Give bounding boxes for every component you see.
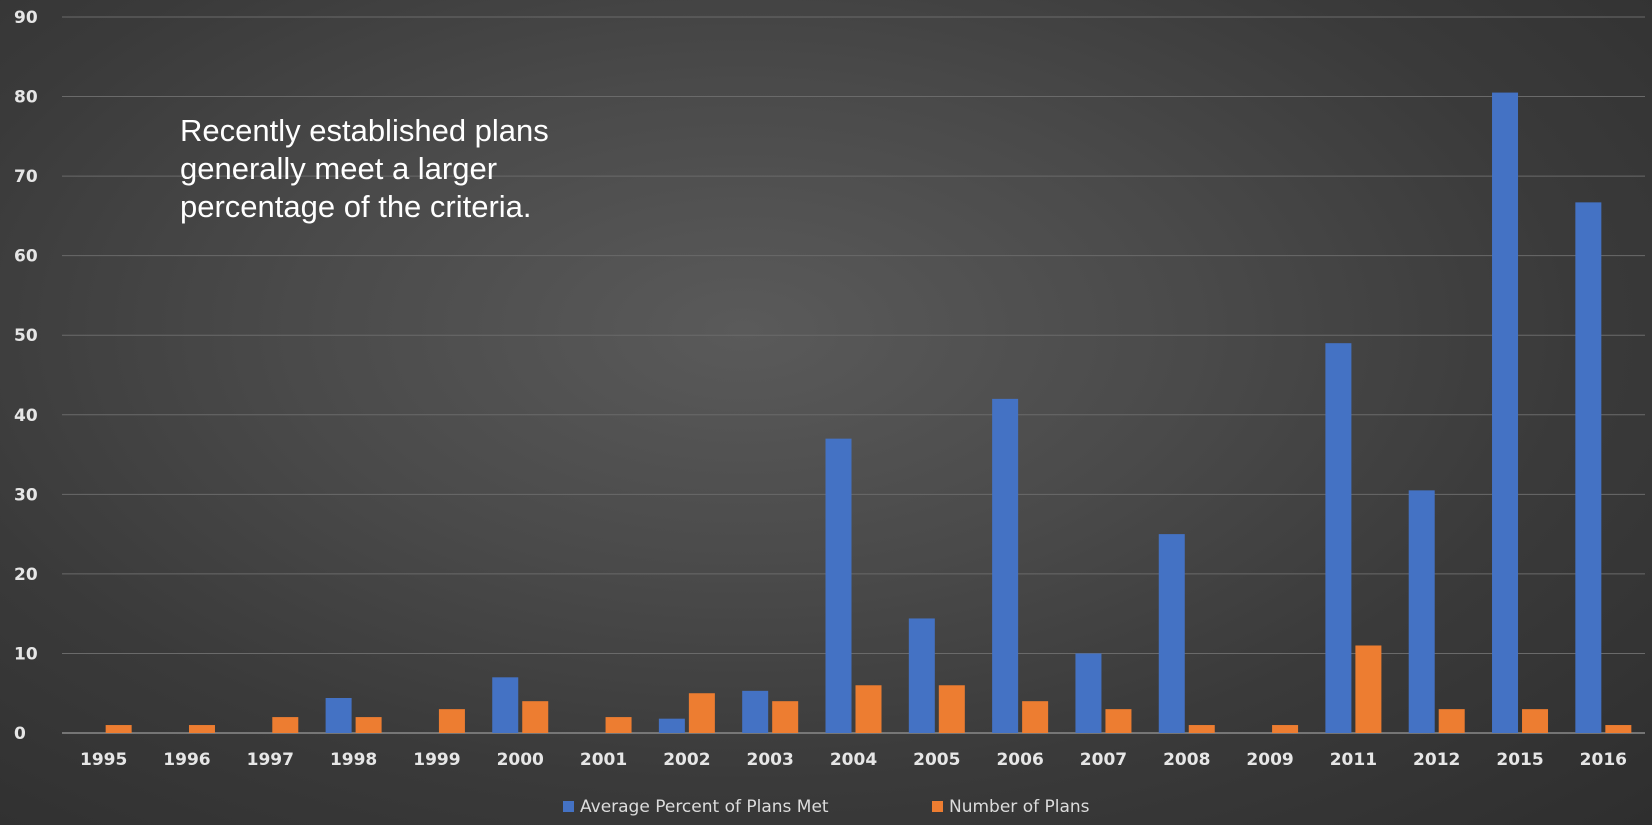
bar-average-percent	[1575, 202, 1602, 733]
x-axis-ticks: 1995 1996 1997 1998 1999 2000 2001 2002 2003 2004…	[80, 750, 1627, 770]
bar-average-percent	[1158, 534, 1185, 733]
bar-number-of-plans	[1438, 709, 1465, 733]
x-tick-label: 2000	[497, 750, 544, 770]
bar-number-of-plans	[188, 725, 215, 733]
x-tick-label: 2009	[1246, 750, 1293, 770]
x-tick-label: 2006	[996, 750, 1043, 770]
y-axis-ticks: 0 10 20 30 40 50 60 70 80 90	[14, 8, 38, 744]
x-tick-label: 1997	[247, 750, 294, 770]
x-tick-label: 2007	[1080, 750, 1127, 770]
legend-label: Number of Plans	[949, 797, 1090, 817]
bar-number-of-plans	[1272, 725, 1299, 733]
bar-average-percent	[1492, 92, 1519, 734]
bar-number-of-plans	[855, 685, 882, 733]
x-tick-label: 2008	[1163, 750, 1210, 770]
bar-average-percent	[1325, 343, 1352, 733]
x-tick-label: 2003	[747, 750, 794, 770]
x-tick-label: 1998	[330, 750, 377, 770]
legend-swatch	[932, 801, 943, 812]
x-tick-label: 1996	[163, 750, 210, 770]
x-tick-label: 2015	[1496, 750, 1543, 770]
y-tick-label: 50	[14, 326, 38, 346]
bar-number-of-plans	[1355, 645, 1382, 733]
y-tick-label: 10	[14, 644, 38, 664]
bar-number-of-plans	[355, 717, 382, 733]
gridlines	[62, 16, 1645, 734]
bar-number-of-plans	[772, 701, 799, 733]
y-tick-label: 20	[14, 565, 38, 585]
bar-number-of-plans	[272, 717, 299, 733]
y-tick-label: 70	[14, 167, 38, 187]
y-tick-label: 40	[14, 406, 38, 426]
bar-number-of-plans	[1605, 725, 1632, 733]
y-tick-label: 90	[14, 8, 38, 28]
bar-average-percent	[1075, 653, 1102, 733]
bar-number-of-plans	[438, 709, 465, 733]
bar-number-of-plans	[105, 725, 132, 733]
bar-number-of-plans	[938, 685, 965, 733]
x-tick-label: 2011	[1330, 750, 1377, 770]
y-tick-label: 0	[14, 724, 26, 744]
bar-average-percent	[992, 398, 1019, 733]
y-tick-label: 60	[14, 247, 38, 267]
bar-average-percent	[742, 690, 769, 733]
bar-number-of-plans	[688, 693, 715, 733]
x-tick-label: 2004	[830, 750, 877, 770]
bar-number-of-plans	[1022, 701, 1049, 733]
bar-number-of-plans	[605, 717, 632, 733]
y-tick-label: 80	[14, 88, 38, 108]
chart-annotation: Recently established plans generally mee…	[180, 113, 549, 224]
y-tick-label: 30	[14, 485, 38, 505]
legend: Average Percent of Plans Met Number of Pl…	[563, 797, 1090, 817]
bar-average-percent	[908, 618, 935, 733]
bar-number-of-plans	[522, 701, 549, 733]
bar-number-of-plans	[1105, 709, 1132, 733]
bar-average-percent	[492, 677, 519, 733]
x-tick-label: 2002	[663, 750, 710, 770]
x-tick-label: 1999	[413, 750, 460, 770]
x-tick-label: 2001	[580, 750, 627, 770]
legend-label: Average Percent of Plans Met	[580, 797, 829, 817]
bar-average-percent	[658, 718, 685, 733]
bar-number-of-plans	[1522, 709, 1549, 733]
x-tick-label: 2016	[1580, 750, 1627, 770]
x-tick-label: 1995	[80, 750, 127, 770]
bar-average-percent	[825, 438, 852, 733]
bar-average-percent	[325, 697, 352, 733]
bar-average-percent	[1408, 490, 1435, 733]
bars	[105, 92, 1632, 734]
x-tick-label: 2012	[1413, 750, 1460, 770]
legend-swatch	[563, 801, 574, 812]
x-tick-label: 2005	[913, 750, 960, 770]
bar-number-of-plans	[1188, 725, 1215, 733]
